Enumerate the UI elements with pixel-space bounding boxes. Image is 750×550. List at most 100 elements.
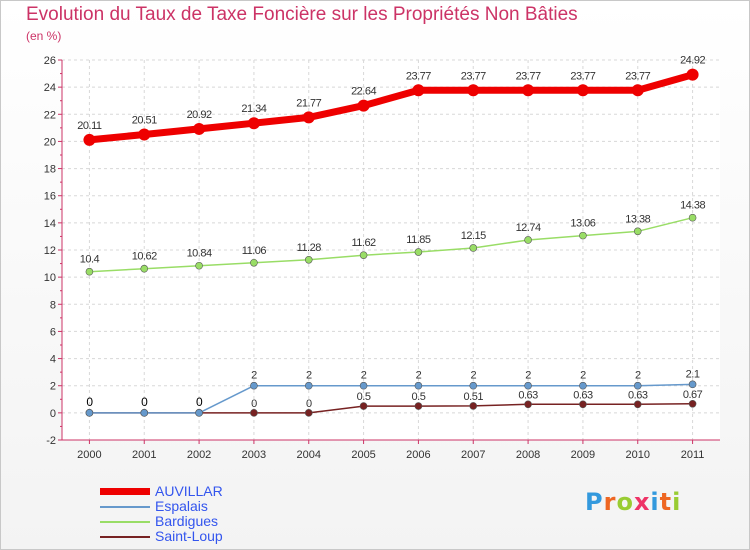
x-tick-label: 2009 xyxy=(571,449,595,461)
data-point-espalais xyxy=(140,409,149,417)
data-point-auvillar xyxy=(576,84,589,97)
y-tick-label: 0 xyxy=(50,408,56,420)
data-label-auvillar: 22.64 xyxy=(351,86,376,98)
data-point-espalais xyxy=(304,381,313,390)
data-label-auvillar: 20.11 xyxy=(77,120,102,132)
y-tick-label: 24 xyxy=(44,82,56,94)
data-point-saint-loup xyxy=(359,402,368,410)
data-point-bardigues xyxy=(633,227,642,236)
data-point-saint-loup xyxy=(688,399,697,408)
data-label-auvillar: 23.77 xyxy=(570,70,595,82)
legend-swatch-bardigues xyxy=(100,521,150,523)
data-label-bardigues: 11.06 xyxy=(242,245,267,257)
data-point-espalais xyxy=(688,380,697,389)
y-tick-label: 22 xyxy=(44,109,56,121)
data-label-espalais: 2 xyxy=(580,370,586,382)
x-tick-label: 2000 xyxy=(77,449,101,461)
data-point-espalais xyxy=(524,381,532,390)
x-tick-label: 2004 xyxy=(297,449,321,461)
data-point-espalais xyxy=(469,381,478,390)
data-label-bardigues: 14.38 xyxy=(680,200,705,212)
x-tick-label: 2007 xyxy=(461,449,485,461)
data-label-saint-loup: 0.5 xyxy=(357,391,371,403)
data-label-bardigues: 12.74 xyxy=(516,222,541,234)
data-label-auvillar: 20.92 xyxy=(187,109,212,121)
data-label-bardigues: 10.4 xyxy=(80,254,100,266)
data-point-bardigues xyxy=(524,236,532,244)
data-label-saint-loup: 0.67 xyxy=(683,389,703,401)
data-label-saint-loup: 0.63 xyxy=(573,389,593,401)
data-label-auvillar: 23.77 xyxy=(516,70,541,82)
y-tick-label: 18 xyxy=(44,164,56,176)
data-label-bardigues: 13.38 xyxy=(625,213,650,225)
legend-label-saint-loup: Saint-Loup xyxy=(155,528,223,544)
data-label-espalais: 2 xyxy=(635,370,641,382)
data-point-auvillar xyxy=(138,128,151,141)
data-point-espalais xyxy=(579,381,587,390)
y-tick-label: 14 xyxy=(44,218,56,230)
x-tick-label: 2005 xyxy=(351,449,375,461)
data-point-saint-loup xyxy=(414,402,423,410)
legend-label-espalais: Espalais xyxy=(155,498,208,514)
data-point-espalais xyxy=(359,381,368,390)
x-tick-label: 2002 xyxy=(187,449,211,461)
y-tick-label: 8 xyxy=(50,299,56,311)
data-point-saint-loup xyxy=(469,402,478,410)
proxiti-logo: Proxiti xyxy=(585,488,682,516)
y-tick-label: 20 xyxy=(44,136,56,148)
data-label-auvillar: 21.34 xyxy=(241,103,266,115)
x-tick-label: 2006 xyxy=(406,449,430,461)
data-point-auvillar xyxy=(467,84,480,97)
data-point-auvillar xyxy=(686,68,699,81)
y-tick-label: 10 xyxy=(44,272,56,284)
data-point-bardigues xyxy=(414,248,423,256)
data-label-auvillar: 21.77 xyxy=(296,97,321,109)
data-label-espalais: 0 xyxy=(141,395,148,409)
legend-swatch-espalais xyxy=(100,506,150,508)
legend-label-auvillar: AUVILLAR xyxy=(155,483,223,499)
data-point-espalais xyxy=(195,409,203,417)
data-point-espalais xyxy=(250,381,258,390)
data-point-bardigues xyxy=(359,251,368,259)
data-point-saint-loup xyxy=(304,409,313,417)
data-point-bardigues xyxy=(85,267,94,276)
y-tick-label: 12 xyxy=(44,245,56,257)
chart-title: Evolution du Taux de Taxe Foncière sur l… xyxy=(26,4,578,25)
y-tick-label: 4 xyxy=(50,354,56,366)
data-label-bardigues: 10.62 xyxy=(132,251,157,263)
series-line-bardigues xyxy=(88,216,694,273)
data-label-saint-loup: 0 xyxy=(306,398,312,410)
data-label-saint-loup: 0.63 xyxy=(628,389,648,401)
data-label-espalais: 2 xyxy=(525,370,531,382)
data-label-espalais: 2 xyxy=(361,370,367,382)
data-label-saint-loup: 0 xyxy=(251,398,257,410)
data-label-saint-loup: 0.5 xyxy=(412,391,426,403)
data-label-saint-loup: 0.63 xyxy=(518,389,538,401)
data-label-bardigues: 13.06 xyxy=(570,218,595,230)
y-tick-label: 2 xyxy=(50,381,56,393)
data-label-espalais: 2 xyxy=(416,370,422,382)
data-point-bardigues xyxy=(195,261,203,270)
data-label-espalais: 2 xyxy=(251,370,257,382)
data-point-auvillar xyxy=(193,122,206,135)
legend-label-bardigues: Bardigues xyxy=(155,513,219,529)
data-label-auvillar: 24.92 xyxy=(680,55,705,67)
data-point-espalais xyxy=(414,381,423,390)
chart-unit-label: (en %) xyxy=(26,29,62,43)
x-tick-label: 2010 xyxy=(626,449,650,461)
data-label-auvillar: 23.77 xyxy=(406,70,431,82)
x-tick-label: 2001 xyxy=(132,449,156,461)
data-point-auvillar xyxy=(302,111,315,124)
data-point-saint-loup xyxy=(579,400,587,409)
data-label-auvillar: 23.77 xyxy=(625,70,650,82)
data-point-bardigues xyxy=(250,258,258,267)
data-point-auvillar xyxy=(357,99,370,112)
data-label-auvillar: 20.51 xyxy=(132,115,157,127)
x-tick-label: 2008 xyxy=(516,449,540,461)
y-tick-label: -2 xyxy=(46,435,56,447)
data-point-bardigues xyxy=(469,244,478,252)
data-label-saint-loup: 0.51 xyxy=(464,391,484,403)
y-tick-label: 26 xyxy=(44,55,56,67)
data-point-saint-loup xyxy=(250,409,258,417)
